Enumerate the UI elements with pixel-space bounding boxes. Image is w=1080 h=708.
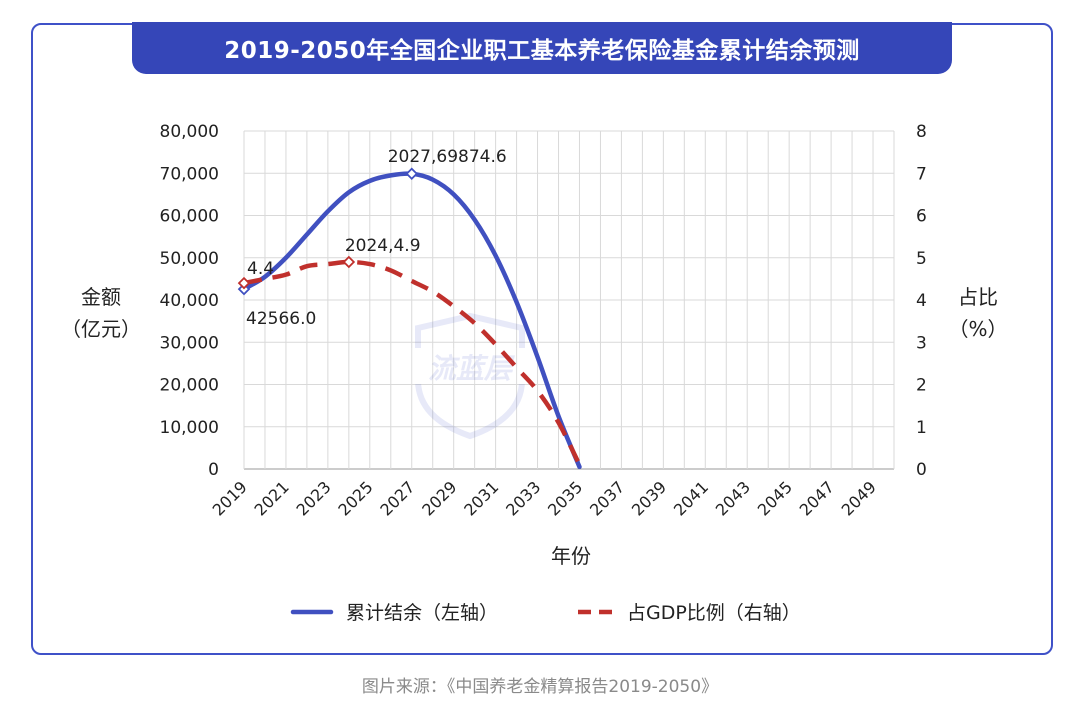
data-label: 4.4 [247,259,274,279]
x-tick-label: 2029 [418,477,460,519]
y-axis-title-left: 金额 [81,285,121,309]
y-tick-left: 70,000 [160,164,219,184]
x-tick-label: 2043 [712,477,754,519]
x-tick-label: 2019 [209,477,251,519]
y-tick-left: 20,000 [160,376,219,396]
y-tick-left: 30,000 [160,333,219,353]
y-tick-left: 40,000 [160,291,219,311]
legend-label-gdp-ratio: 占GDP比例（右轴） [627,602,801,624]
y-tick-right: 4 [916,291,927,311]
y-tick-left: 80,000 [160,122,219,142]
y-tick-left: 0 [208,460,219,480]
chart-frame [31,23,1053,655]
y-axis-title-right: 占比 [958,285,998,309]
y-tick-right: 6 [916,207,927,227]
x-tick-label: 2037 [586,477,628,519]
x-tick-label: 2027 [376,477,418,519]
grid-lines [243,130,895,470]
x-tick-label: 2031 [460,477,502,519]
y-tick-left: 50,000 [160,249,219,269]
svg-text:流蓝层: 流蓝层 [428,352,515,385]
marker-balance [405,167,419,181]
source-note: 图片来源：《中国养老金精算报告2019-2050》 [361,677,719,697]
x-tick-label: 2035 [544,477,586,519]
legend-label-balance: 累计结余（左轴） [346,602,498,624]
chart-title: 2019-2050年全国企业职工基本养老保险基金累计结余预测 [132,22,952,74]
series-line-gdp-ratio [244,259,582,466]
y-axis-unit-right: （%） [948,317,1007,341]
y-tick-right: 2 [916,376,927,396]
x-tick-label: 2023 [292,477,334,519]
x-tick-label: 2045 [754,477,796,519]
data-label: 2024,4.9 [345,236,421,256]
x-tick-label: 2049 [838,477,880,519]
y-tick-right: 3 [916,333,927,353]
y-tick-right: 8 [916,122,927,142]
y-tick-left: 10,000 [160,418,219,438]
x-axis-title: 年份 [551,544,591,568]
x-tick-label: 2039 [628,477,670,519]
y-tick-right: 5 [916,249,927,269]
y-tick-right: 0 [916,460,927,480]
x-tick-label: 2041 [670,477,712,519]
y-tick-right: 1 [916,418,927,438]
x-tick-label: 2033 [502,477,544,519]
x-tick-label: 2047 [796,477,838,519]
marker-gdp-ratio [237,276,251,290]
x-tick-label: 2025 [334,477,376,519]
x-tick-label: 2021 [251,477,293,519]
data-label: 42566.0 [246,309,316,329]
y-tick-right: 7 [916,164,927,184]
marker-gdp-ratio [342,255,356,269]
y-tick-left: 60,000 [160,207,219,227]
data-label: 2027,69874.6 [388,147,507,167]
y-axis-unit-left: （亿元） [61,317,141,341]
watermark-logo: 流蓝层 [410,312,530,440]
